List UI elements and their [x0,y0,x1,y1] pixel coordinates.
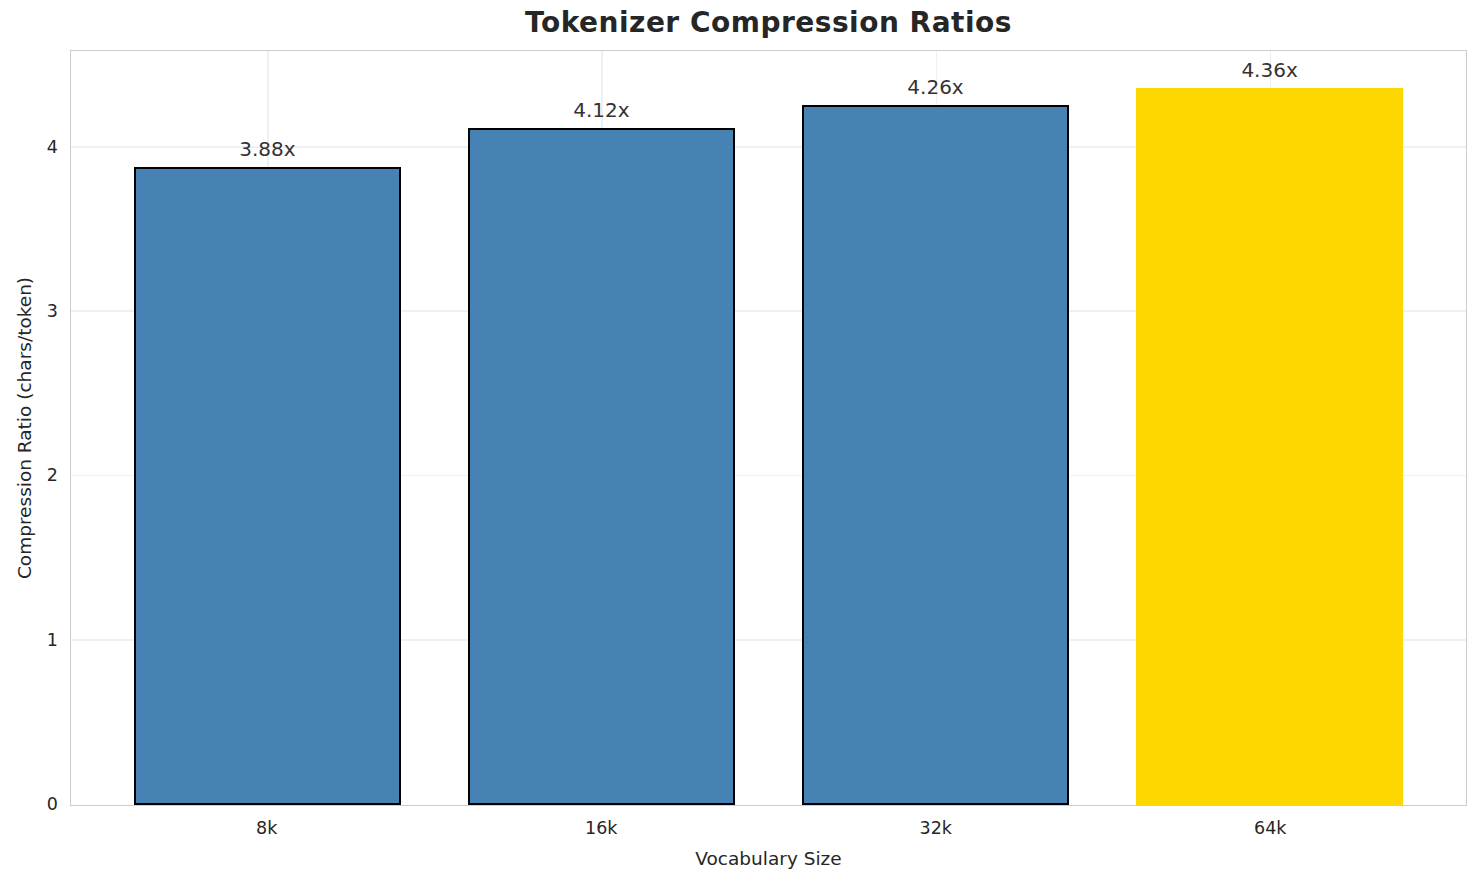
bar-chart-figure: Tokenizer Compression Ratios Compression… [0,0,1483,885]
y-tick-label-1: 1 [2,630,58,650]
x-tick-label-64k: 64k [1210,818,1330,838]
bar-16k [468,128,735,805]
x-tick-label-8k: 8k [207,818,327,838]
bar-value-label-32k: 4.26x [907,75,963,99]
bar-64k [1136,88,1403,805]
bar-32k [802,105,1069,805]
x-axis-label: Vocabulary Size [70,848,1467,869]
y-axis-label: Compression Ratio (chars/token) [14,277,35,579]
bar-value-label-64k: 4.36x [1241,58,1297,82]
bar-value-label-8k: 3.88x [239,137,295,161]
y-tick-label-4: 4 [2,137,58,157]
plot-area: 3.88x 4.12x 4.26x 4.36x [70,50,1467,806]
chart-title: Tokenizer Compression Ratios [70,6,1467,39]
y-tick-label-2: 2 [2,465,58,485]
bar-8k [134,167,401,805]
x-tick-label-16k: 16k [541,818,661,838]
y-tick-label-3: 3 [2,301,58,321]
bar-value-label-16k: 4.12x [573,98,629,122]
y-tick-label-0: 0 [2,794,58,814]
x-tick-label-32k: 32k [876,818,996,838]
